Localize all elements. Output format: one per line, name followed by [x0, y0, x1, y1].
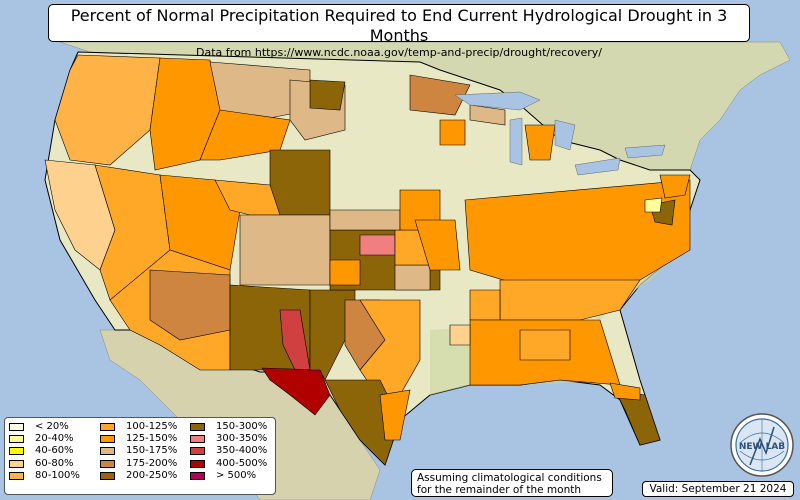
- lab-logo-icon: NEW LAB: [730, 413, 794, 477]
- legend-item: 125-150%: [100, 433, 177, 445]
- legend-swatch: [9, 471, 24, 480]
- legend-item: 150-175%: [100, 445, 177, 457]
- legend-swatch: [9, 459, 24, 468]
- legend-swatch: [190, 471, 205, 480]
- legend-label: 125-150%: [126, 433, 178, 445]
- legend-item: < 20%: [9, 421, 80, 433]
- note-line-1: Assuming climatological conditions: [417, 472, 602, 484]
- legend-label: 150-300%: [216, 421, 268, 432]
- legend-label: 60-80%: [35, 457, 74, 469]
- legend-label: 200-250%: [126, 469, 178, 481]
- legend-item: 60-80%: [9, 458, 80, 470]
- legend-item: 150-300%: [190, 421, 267, 433]
- legend-swatch: [9, 435, 24, 444]
- legend-swatch: [100, 423, 115, 431]
- legend-label: > 500%: [216, 469, 257, 481]
- legend-swatch: [9, 447, 24, 456]
- legend-col-2: 100-125% 125-150% 150-175% 175-200% 200-…: [100, 421, 177, 482]
- map-title: Percent of Normal Precipitation Required…: [70, 6, 728, 45]
- legend-label: 150-175%: [126, 445, 178, 457]
- legend-item: 350-400%: [190, 445, 267, 457]
- legend-item: 300-350%: [190, 433, 267, 445]
- title-box: Percent of Normal Precipitation Required…: [48, 4, 750, 59]
- legend-item: 175-200%: [100, 458, 177, 470]
- legend-label: < 20%: [35, 421, 69, 432]
- legend-label: 40-60%: [35, 445, 74, 457]
- legend-label: 175-200%: [126, 457, 178, 469]
- logo-text: NEW LAB: [739, 442, 785, 452]
- legend-item: 80-100%: [9, 470, 80, 482]
- legend-swatch: [9, 423, 24, 431]
- legend-item: 200-250%: [100, 470, 177, 482]
- legend-label: 80-100%: [35, 469, 80, 481]
- legend-swatch: [190, 447, 205, 456]
- legend-item: 400-500%: [190, 458, 267, 470]
- map-subtitle: Data from https://www.ncdc.noaa.gov/temp…: [196, 46, 602, 59]
- legend-item: 100-125%: [100, 421, 177, 433]
- legend-label: 400-500%: [216, 457, 268, 469]
- legend-swatch: [190, 423, 205, 431]
- legend-item: 20-40%: [9, 433, 80, 445]
- drought-regions: [44, 54, 691, 466]
- legend-label: 100-125%: [126, 421, 178, 432]
- legend-swatch: [100, 447, 115, 456]
- legend-swatch: [100, 435, 115, 444]
- great-lakes: [454, 91, 666, 176]
- legend-label: 20-40%: [35, 433, 74, 445]
- note-line-2: for the remainder of the month: [417, 484, 582, 496]
- legend-swatch: [100, 471, 115, 480]
- legend-swatch: [190, 435, 205, 444]
- legend-swatch: [100, 459, 115, 468]
- valid-date: Valid: September 21 2024: [642, 481, 794, 497]
- legend-col-1: < 20% 20-40% 40-60% 60-80% 80-100%: [9, 421, 80, 482]
- legend-col-3: 150-300% 300-350% 350-400% 400-500% > 50…: [190, 421, 267, 482]
- legend-item: > 500%: [190, 470, 267, 482]
- legend-label: 300-350%: [216, 433, 268, 445]
- legend-label: 350-400%: [216, 445, 268, 457]
- climatology-note: Assuming climatological conditions for t…: [411, 469, 613, 497]
- legend-item: 40-60%: [9, 445, 80, 457]
- legend: < 20% 20-40% 40-60% 60-80% 80-100% 100-1…: [4, 417, 276, 495]
- legend-swatch: [190, 459, 205, 468]
